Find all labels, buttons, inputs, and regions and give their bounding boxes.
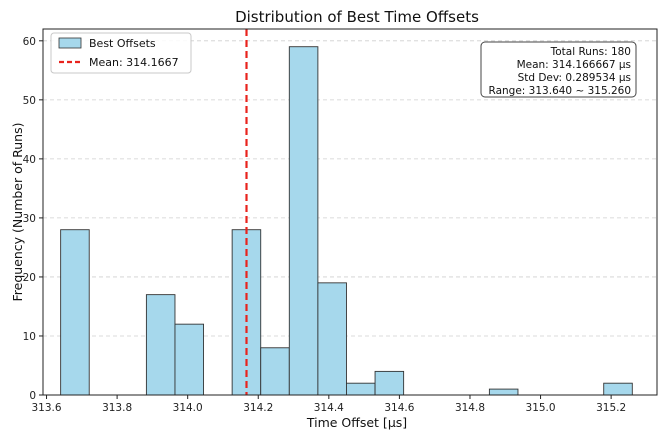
legend-frame xyxy=(50,32,192,74)
histogram-bar xyxy=(374,370,405,396)
histogram-bar xyxy=(603,382,633,396)
x-tick-label: 314.0 xyxy=(173,402,203,414)
legend-label-best-offsets: Best Offsets xyxy=(89,37,156,50)
x-tick-label: 313.8 xyxy=(102,402,132,414)
histogram-bar xyxy=(346,382,376,396)
chart-title: Distribution of Best Time Offsets xyxy=(235,8,479,26)
y-tick-label: 30 xyxy=(23,213,36,225)
stats-total-runs: Total Runs: 180 xyxy=(550,46,631,58)
x-tick-label: 315.0 xyxy=(526,402,556,414)
x-axis-ticks: 313.6 313.8 314.0 314.2 314.4 314.6 314.8 315.0… xyxy=(31,395,626,414)
histogram-bars xyxy=(60,46,633,396)
y-tick-label: 40 xyxy=(23,154,36,166)
histogram-bar xyxy=(260,347,290,396)
histogram-bar xyxy=(488,388,519,396)
y-tick-label: 60 xyxy=(23,36,36,48)
y-tick-label: 50 xyxy=(23,95,36,107)
stats-range: Range: 313.640 ~ 315.260 xyxy=(489,85,631,97)
stats-box: Total Runs: 180 Mean: 314.166667 μs Std … xyxy=(480,41,637,98)
histogram-bar xyxy=(231,229,262,396)
histogram-bar xyxy=(60,229,90,396)
grid-lines xyxy=(43,40,657,337)
x-tick-label: 314.6 xyxy=(384,402,414,414)
histogram-bar xyxy=(174,323,205,396)
histogram-bar xyxy=(145,294,176,396)
y-tick-label: 20 xyxy=(23,272,36,284)
legend: Best Offsets Mean: 314.1667 xyxy=(50,32,192,74)
x-tick-label: 314.2 xyxy=(243,402,273,414)
y-tick-label: 0 xyxy=(29,390,36,402)
y-tick-label: 10 xyxy=(23,331,36,343)
stats-std-dev: Std Dev: 0.289534 μs xyxy=(518,72,631,84)
histogram-bar xyxy=(317,282,347,396)
x-tick-label: 313.6 xyxy=(31,402,61,414)
x-tick-label: 315.2 xyxy=(596,402,626,414)
x-tick-label: 314.4 xyxy=(314,402,344,414)
stats-box-frame xyxy=(480,41,637,98)
x-axis-label: Time Offset [μs] xyxy=(306,415,407,430)
plot-frame xyxy=(42,28,658,396)
histogram-bar xyxy=(288,46,319,396)
legend-patch-icon xyxy=(58,37,82,49)
stats-mean: Mean: 314.166667 μs xyxy=(517,59,631,71)
x-tick-label: 314.8 xyxy=(455,402,485,414)
legend-label-mean: Mean: 314.1667 xyxy=(89,56,179,69)
y-axis-label: Frequency (Number of Runs) xyxy=(10,123,25,302)
y-axis-ticks: 0 10 20 30 40 50 60 xyxy=(23,36,43,402)
